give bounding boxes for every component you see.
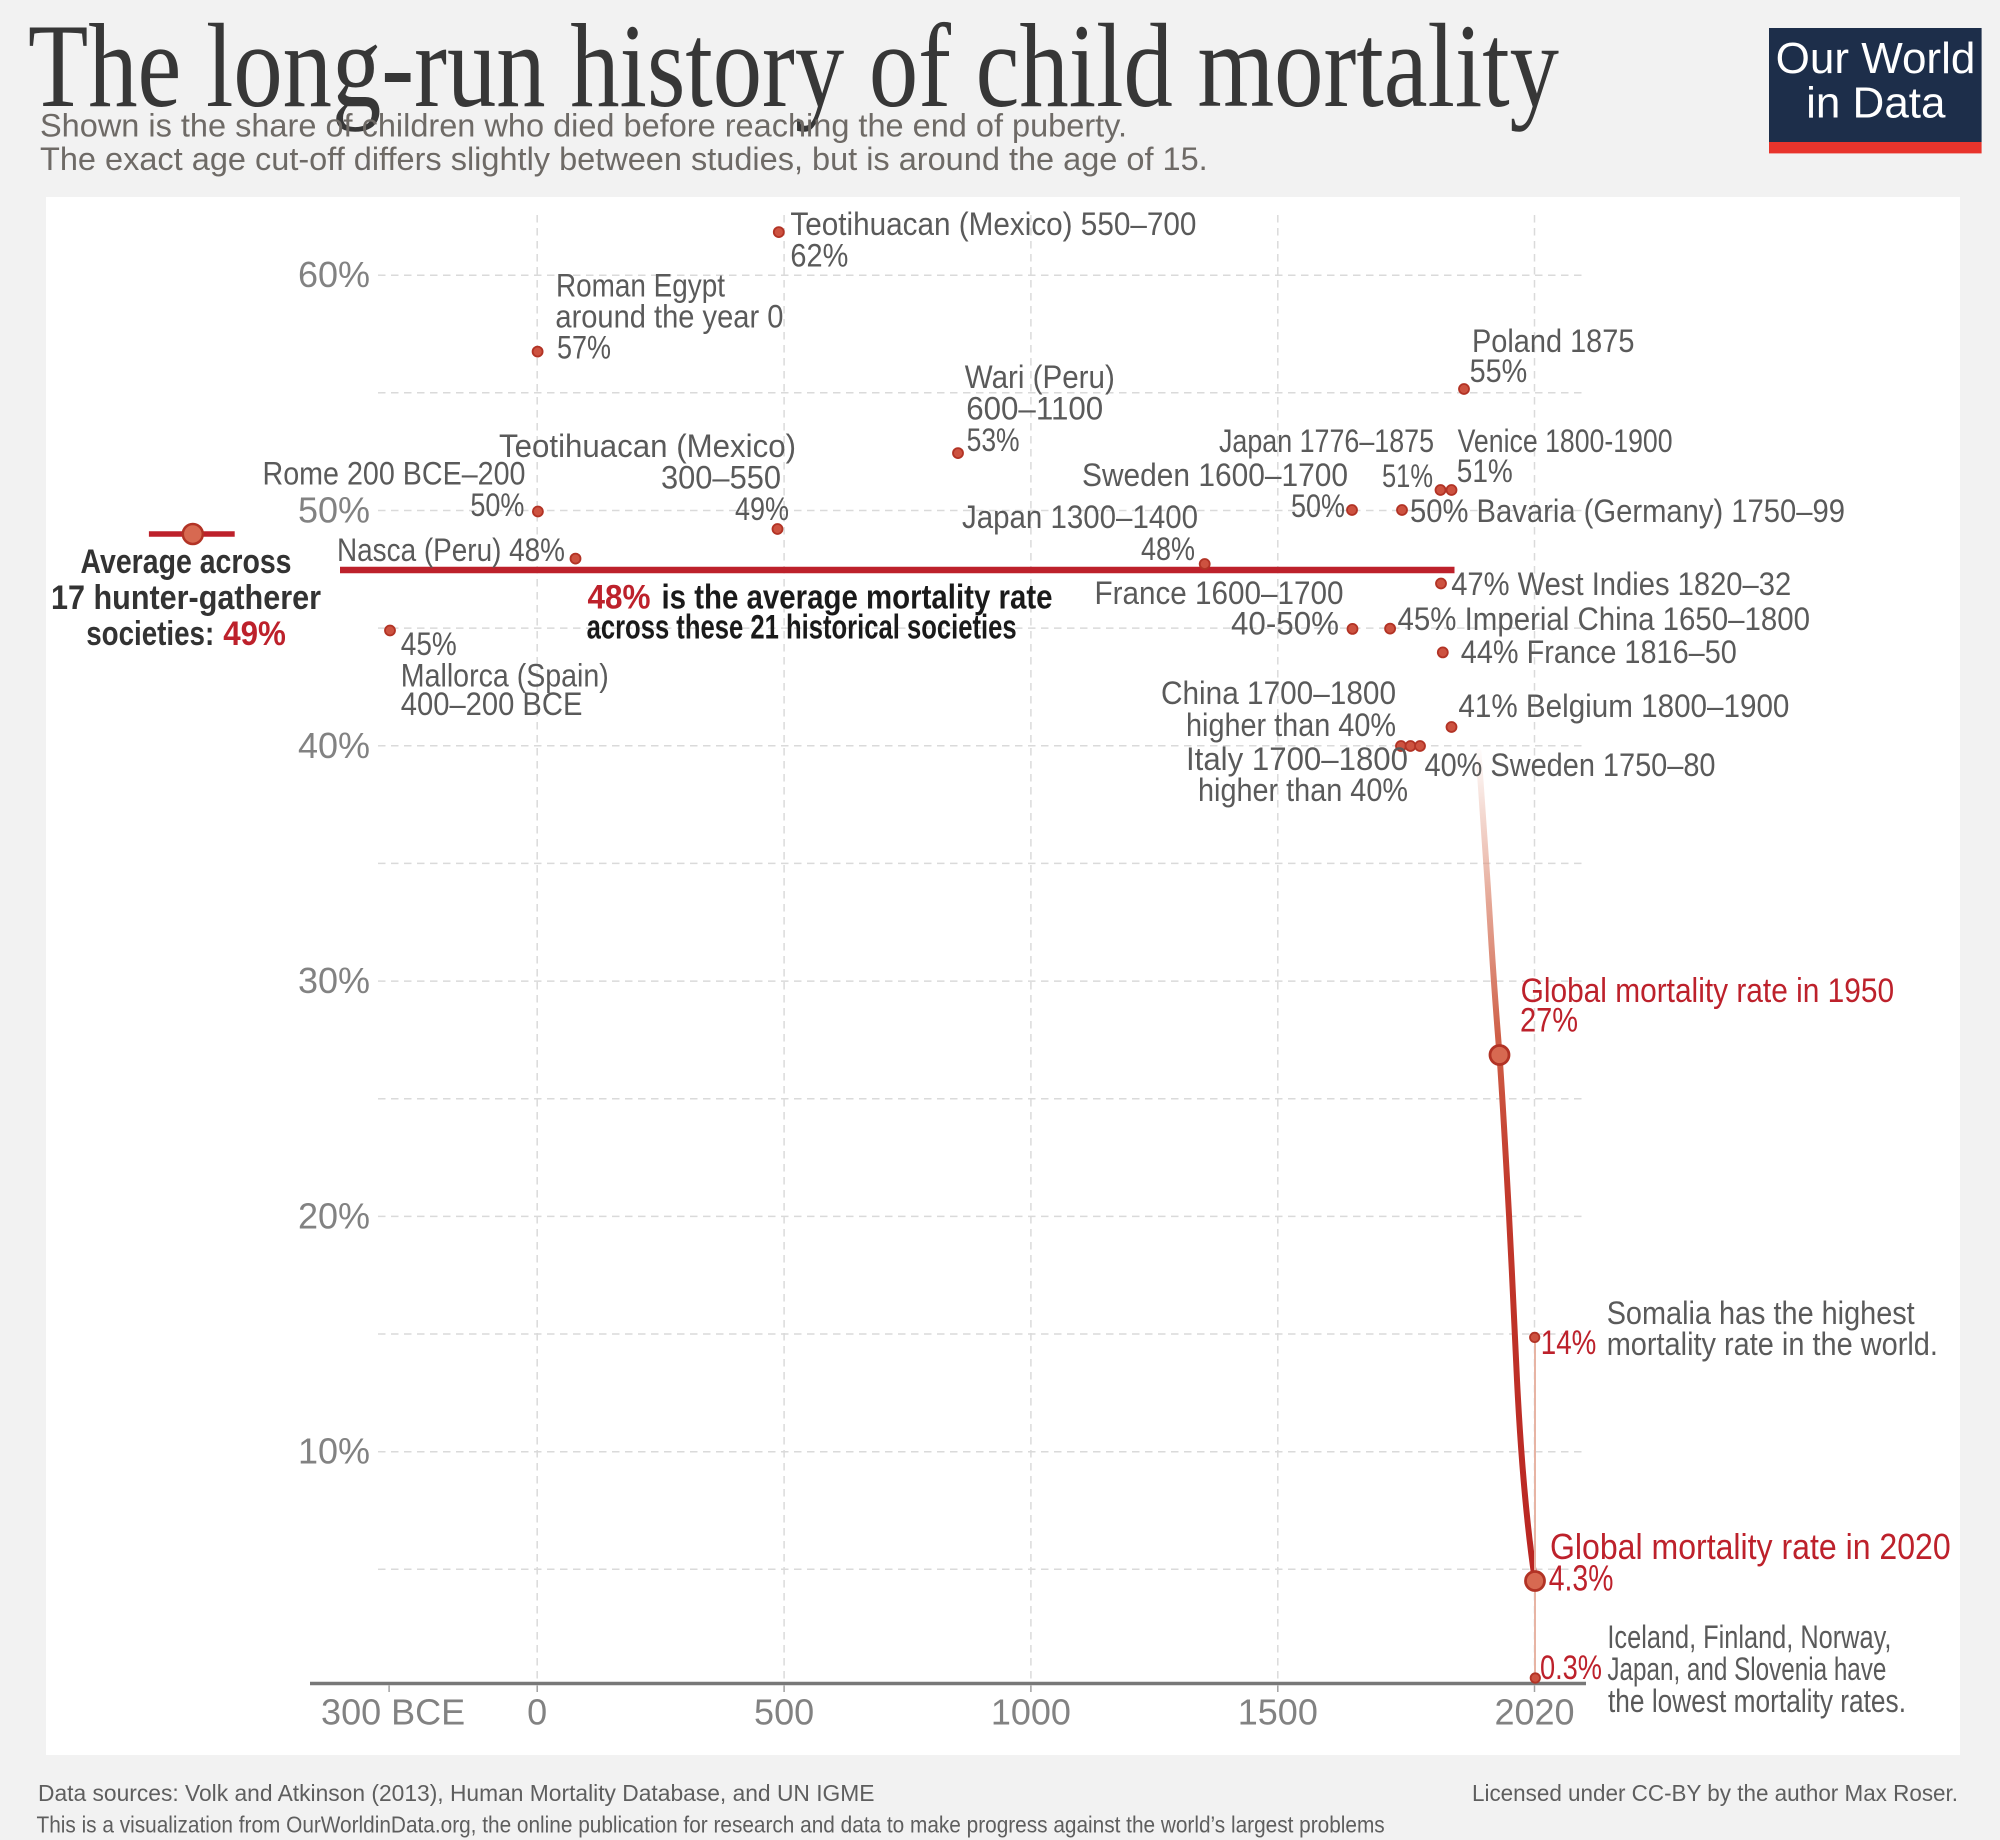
svg-text:Average across: Average across <box>81 543 292 581</box>
svg-text:30%: 30% <box>298 960 370 1001</box>
svg-text:10%: 10% <box>298 1431 370 1472</box>
svg-text:around the year 0: around the year 0 <box>555 299 783 335</box>
svg-text:50%: 50% <box>470 487 524 523</box>
svg-text:Italy 1700–1800: Italy 1700–1800 <box>1186 741 1408 777</box>
svg-text:Shown is the share of children: Shown is the share of children who died … <box>40 108 1127 144</box>
svg-text:27%: 27% <box>1520 1002 1578 1040</box>
svg-text:China 1700–1800: China 1700–1800 <box>1161 675 1396 711</box>
svg-text:Our World: Our World <box>1776 34 1976 83</box>
svg-text:300–550: 300–550 <box>661 460 781 496</box>
svg-text:in Data: in Data <box>1806 79 1946 128</box>
svg-text:49%: 49% <box>735 491 789 527</box>
svg-text:14%: 14% <box>1541 1324 1597 1362</box>
svg-text:Mallorca (Spain): Mallorca (Spain) <box>401 658 609 694</box>
svg-text:The long-run history of child: The long-run history of child mortality <box>28 0 1559 132</box>
svg-text:The exact age cut-off differs: The exact age cut-off differs slightly b… <box>40 141 1208 177</box>
svg-text:2020: 2020 <box>1494 1692 1574 1733</box>
svg-text:51%: 51% <box>1457 453 1513 489</box>
svg-text:Teotihuacan (Mexico) 550–700: Teotihuacan (Mexico) 550–700 <box>790 206 1196 242</box>
svg-text:across these 21 historical soc: across these 21 historical societies <box>587 609 1017 647</box>
svg-text:60%: 60% <box>298 254 370 295</box>
svg-text:45% Imperial China 1650–1800: 45% Imperial China 1650–1800 <box>1398 601 1811 637</box>
svg-text:48%: 48% <box>1141 531 1195 567</box>
svg-text:0: 0 <box>527 1692 547 1733</box>
svg-text:40% Sweden 1750–80: 40% Sweden 1750–80 <box>1425 747 1716 783</box>
svg-text:Somalia has the highest: Somalia has the highest <box>1607 1295 1915 1331</box>
svg-text:45%: 45% <box>401 626 457 662</box>
svg-text:Poland 1875: Poland 1875 <box>1472 323 1634 359</box>
svg-text:Nasca (Peru) 48%: Nasca (Peru) 48% <box>337 532 565 568</box>
svg-text:Global mortality rate in 2020: Global mortality rate in 2020 <box>1550 1526 1951 1567</box>
svg-text:48%: 48% <box>588 579 651 617</box>
svg-text:500: 500 <box>754 1692 814 1733</box>
svg-text:Venice 1800-1900: Venice 1800-1900 <box>1458 423 1673 459</box>
svg-text:mortality rate in the world.: mortality rate in the world. <box>1607 1326 1938 1362</box>
svg-text:50%: 50% <box>1291 488 1345 524</box>
svg-text:Data sources: Volk and Atkinso: Data sources: Volk and Atkinson (2013), … <box>38 1780 875 1806</box>
svg-text:51%: 51% <box>1382 458 1433 494</box>
svg-text:societies:: societies: <box>86 615 214 653</box>
svg-text:17 hunter-gatherer: 17 hunter-gatherer <box>51 579 321 617</box>
svg-text:Rome 200 BCE–200: Rome 200 BCE–200 <box>263 456 526 492</box>
svg-text:1500: 1500 <box>1238 1692 1318 1733</box>
svg-text:62%: 62% <box>790 238 848 274</box>
svg-text:40%: 40% <box>298 725 370 766</box>
svg-text:55%: 55% <box>1470 353 1528 389</box>
svg-text:600–1100: 600–1100 <box>966 391 1103 427</box>
svg-text:53%: 53% <box>967 422 1020 458</box>
svg-text:Japan 1300–1400: Japan 1300–1400 <box>962 499 1198 535</box>
svg-text:40-50%: 40-50% <box>1231 606 1339 642</box>
svg-text:Teotihuacan (Mexico): Teotihuacan (Mexico) <box>499 428 796 464</box>
svg-text:Japan, and Slovenia have: Japan, and Slovenia have <box>1607 1651 1886 1687</box>
svg-text:Licensed under CC-BY by the au: Licensed under CC-BY by the author Max R… <box>1472 1780 1958 1806</box>
svg-text:Wari (Peru): Wari (Peru) <box>965 359 1115 395</box>
svg-text:41% Belgium 1800–1900: 41% Belgium 1800–1900 <box>1458 688 1789 724</box>
svg-text:50%: 50% <box>298 490 370 531</box>
svg-text:50% Bavaria (Germany) 1750–99: 50% Bavaria (Germany) 1750–99 <box>1410 493 1845 529</box>
svg-text:57%: 57% <box>557 330 611 366</box>
svg-text:400–200 BCE: 400–200 BCE <box>401 686 583 722</box>
svg-text:44% France 1816–50: 44% France 1816–50 <box>1461 634 1737 670</box>
svg-text:the lowest mortality rates.: the lowest mortality rates. <box>1608 1683 1906 1719</box>
svg-text:Sweden 1600–1700: Sweden 1600–1700 <box>1082 457 1348 493</box>
svg-text:Japan 1776–1875: Japan 1776–1875 <box>1219 423 1434 459</box>
svg-text:1000: 1000 <box>991 1692 1071 1733</box>
svg-text:Global mortality rate in 1950: Global mortality rate in 1950 <box>1521 972 1895 1010</box>
svg-text:is the average mortality rate: is the average mortality rate <box>662 579 1053 617</box>
svg-text:This is a visualization from O: This is a visualization from OurWorldinD… <box>37 1812 1385 1838</box>
svg-text:Roman Egypt: Roman Egypt <box>556 268 725 304</box>
svg-text:higher than 40%: higher than 40% <box>1198 772 1408 808</box>
svg-text:4.3%: 4.3% <box>1549 1558 1614 1599</box>
svg-text:47% West Indies 1820–32: 47% West Indies 1820–32 <box>1451 566 1791 602</box>
svg-text:300 BCE: 300 BCE <box>321 1692 465 1733</box>
svg-text:0.3%: 0.3% <box>1540 1649 1602 1687</box>
svg-text:France 1600–1700: France 1600–1700 <box>1095 575 1344 611</box>
svg-text:49%: 49% <box>223 615 286 653</box>
svg-text:higher than 40%: higher than 40% <box>1186 707 1396 743</box>
svg-text:20%: 20% <box>298 1195 370 1236</box>
svg-text:Iceland, Finland, Norway,: Iceland, Finland, Norway, <box>1607 1619 1891 1655</box>
